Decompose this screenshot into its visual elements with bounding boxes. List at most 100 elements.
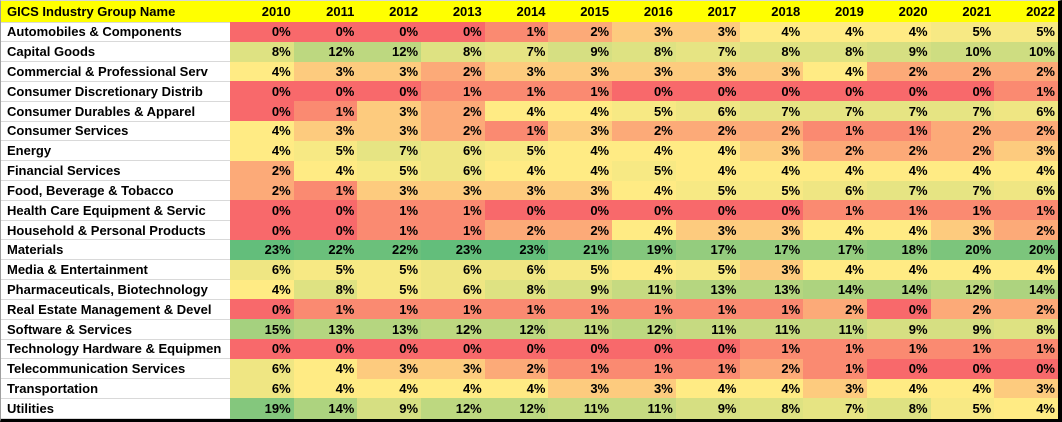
row-label: Energy	[1, 140, 230, 162]
heatmap-cell: 7%	[484, 41, 549, 62]
table-row: Transportation 6% 4% 4% 4% 4% 3% 3% 4% 4% 3% 4% 4% 3%	[1, 378, 1058, 399]
heatmap-cell: 10%	[994, 41, 1058, 62]
heatmap-cell: 0%	[484, 200, 549, 221]
heatmap-cell: 5%	[612, 101, 676, 122]
heatmap-cell: 4%	[230, 279, 294, 300]
heatmap-cell: 7%	[803, 398, 867, 419]
heatmap-cell: 1%	[803, 121, 867, 141]
heatmap-cell: 3%	[675, 22, 740, 42]
heatmap-cell: 4%	[484, 160, 549, 181]
heatmap-cell: 17%	[675, 239, 740, 260]
heatmap-cell: 1%	[293, 101, 358, 122]
column-header-year: 2019	[803, 1, 867, 22]
heatmap-cell: 6%	[803, 180, 867, 201]
heatmap-cell: 3%	[739, 61, 804, 82]
heatmap-cell: 4%	[994, 398, 1058, 419]
heatmap-cell: 8%	[230, 41, 294, 62]
row-label: Consumer Discretionary Distrib	[1, 81, 230, 102]
heatmap-cell: 8%	[994, 319, 1058, 339]
heatmap-cell: 5%	[484, 140, 549, 161]
heatmap-cell: 9%	[548, 41, 613, 62]
column-header-year: 2012	[357, 1, 422, 22]
heatmap-cell: 1%	[548, 358, 613, 379]
heatmap-cell: 8%	[866, 398, 931, 419]
heatmap-cell: 2%	[994, 299, 1058, 320]
heatmap-cell: 0%	[739, 81, 804, 102]
heatmap-cell: 9%	[866, 319, 931, 339]
heatmap-cell: 0%	[230, 101, 294, 122]
heatmap-cell: 7%	[803, 101, 867, 122]
table-row: Media & Entertainment 6% 5% 5% 6% 6% 5% 4% 5% 3% 4…	[1, 259, 1058, 281]
heatmap-cell: 4%	[803, 160, 867, 181]
heatmap-cell: 6%	[230, 358, 294, 379]
row-label: Capital Goods	[1, 41, 230, 63]
heatmap-cell: 4%	[994, 259, 1058, 280]
heatmap-cell: 2%	[421, 61, 485, 82]
heatmap-cell: 1%	[803, 339, 867, 359]
heatmap-cell: 4%	[675, 378, 740, 399]
heatmap-cell: 4%	[994, 160, 1058, 181]
heatmap-cell: 3%	[548, 180, 613, 201]
heatmap-cell: 17%	[803, 239, 867, 260]
heatmap-cell: 3%	[612, 61, 676, 82]
heatmap-cell: 3%	[803, 378, 867, 399]
heatmap-cell: 5%	[293, 259, 358, 280]
heatmap-cell: 2%	[930, 140, 995, 161]
heatmap-cell: 1%	[548, 299, 613, 320]
column-header-year: 2018	[739, 1, 804, 22]
heatmap-cell: 12%	[357, 41, 422, 62]
heatmap-cell: 0%	[357, 339, 422, 359]
table-row: Consumer Services 4% 3% 3% 2% 1% 3% 2% 2% 2% 1% 1% 2…	[1, 121, 1058, 142]
heatmap-cell: 1%	[293, 299, 358, 320]
heatmap-cell: 5%	[739, 180, 804, 201]
heatmap-cell: 1%	[994, 200, 1058, 221]
heatmap-cell: 21%	[548, 239, 613, 260]
heatmap-cell: 3%	[994, 140, 1058, 161]
heatmap-cell: 12%	[484, 319, 549, 339]
heatmap-cell: 5%	[357, 259, 422, 280]
heatmap-cell: 23%	[421, 239, 485, 260]
heatmap-cell: 9%	[548, 279, 613, 300]
row-label: Consumer Services	[1, 121, 230, 142]
heatmap-cell: 0%	[739, 200, 804, 221]
heatmap-cell: 4%	[866, 378, 931, 399]
column-header-year: 2011	[293, 1, 358, 22]
column-header-year: 2022	[994, 1, 1058, 22]
heatmap-cell: 1%	[484, 81, 549, 102]
heatmap-cell: 5%	[357, 160, 422, 181]
heatmap-cell: 11%	[548, 398, 613, 419]
heatmap-cell: 12%	[930, 279, 995, 300]
column-header-year: 2020	[866, 1, 931, 22]
heatmap-cell: 4%	[421, 378, 485, 399]
heatmap-cell: 1%	[484, 121, 549, 141]
heatmap-cell: 5%	[548, 259, 613, 280]
heatmap-cell: 12%	[484, 398, 549, 419]
heatmap-cell: 0%	[293, 200, 358, 221]
heatmap-cell: 1%	[739, 299, 804, 320]
heatmap-cell: 6%	[421, 259, 485, 280]
heatmap-cell: 8%	[484, 279, 549, 300]
heatmap-cell: 6%	[230, 378, 294, 399]
heatmap-cell: 4%	[612, 259, 676, 280]
heatmap-cell: 4%	[803, 61, 867, 82]
heatmap-cell: 1%	[484, 299, 549, 320]
heatmap-cell: 1%	[357, 200, 422, 221]
heatmap-cell: 1%	[994, 339, 1058, 359]
heatmap-cell: 0%	[230, 339, 294, 359]
heatmap-cell: 14%	[866, 279, 931, 300]
heatmap-cell: 22%	[293, 239, 358, 260]
heatmap-cell: 11%	[675, 319, 740, 339]
heatmap-cell: 4%	[484, 101, 549, 122]
heatmap-cell: 3%	[675, 61, 740, 82]
heatmap-cell: 14%	[293, 398, 358, 419]
heatmap-cell: 12%	[612, 319, 676, 339]
heatmap-cell: 4%	[612, 180, 676, 201]
heatmap-cell: 3%	[293, 121, 358, 141]
heatmap-cell: 3%	[930, 220, 995, 240]
heatmap-cell: 13%	[293, 319, 358, 339]
heatmap-cell: 11%	[803, 319, 867, 339]
heatmap-cell: 19%	[612, 239, 676, 260]
heatmap-cell: 3%	[548, 61, 613, 82]
heatmap-cell: 1%	[357, 220, 422, 240]
heatmap-cell: 20%	[994, 239, 1058, 260]
